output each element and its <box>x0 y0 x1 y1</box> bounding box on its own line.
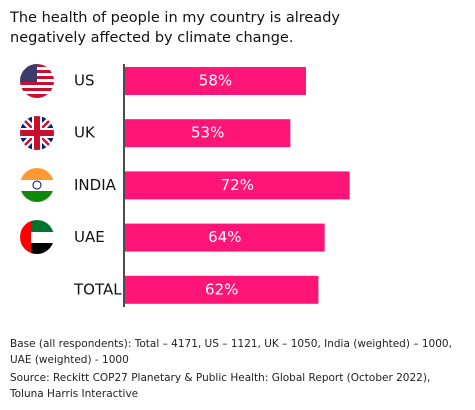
bar <box>125 171 350 200</box>
bar <box>125 119 291 148</box>
value-label: 72% <box>221 176 254 194</box>
base-note: Base (all respondents): Total – 4171, US… <box>10 338 452 366</box>
bar <box>125 223 325 252</box>
value-label: 64% <box>208 228 241 246</box>
flag-us <box>20 64 54 98</box>
value-label: 58% <box>199 72 232 90</box>
category-label: TOTAL <box>73 280 122 298</box>
source-note: Source: Reckitt COP27 Planetary & Public… <box>10 372 431 400</box>
bar <box>125 275 319 304</box>
category-label: US <box>74 72 95 90</box>
value-label: 53% <box>191 124 224 142</box>
category-label: UK <box>74 124 96 142</box>
category-label: INDIA <box>74 176 117 194</box>
value-label: 62% <box>205 280 238 298</box>
flag-india <box>20 168 54 202</box>
bar <box>125 67 306 95</box>
flag-uk <box>20 116 54 150</box>
chart-title: The health of people in my country is al… <box>10 10 340 46</box>
chart: US 58% UK 53% INDIA 72% UAE 64% TOTAL 62% <box>20 64 350 307</box>
flag-uae <box>20 220 54 254</box>
category-label: UAE <box>74 228 105 246</box>
